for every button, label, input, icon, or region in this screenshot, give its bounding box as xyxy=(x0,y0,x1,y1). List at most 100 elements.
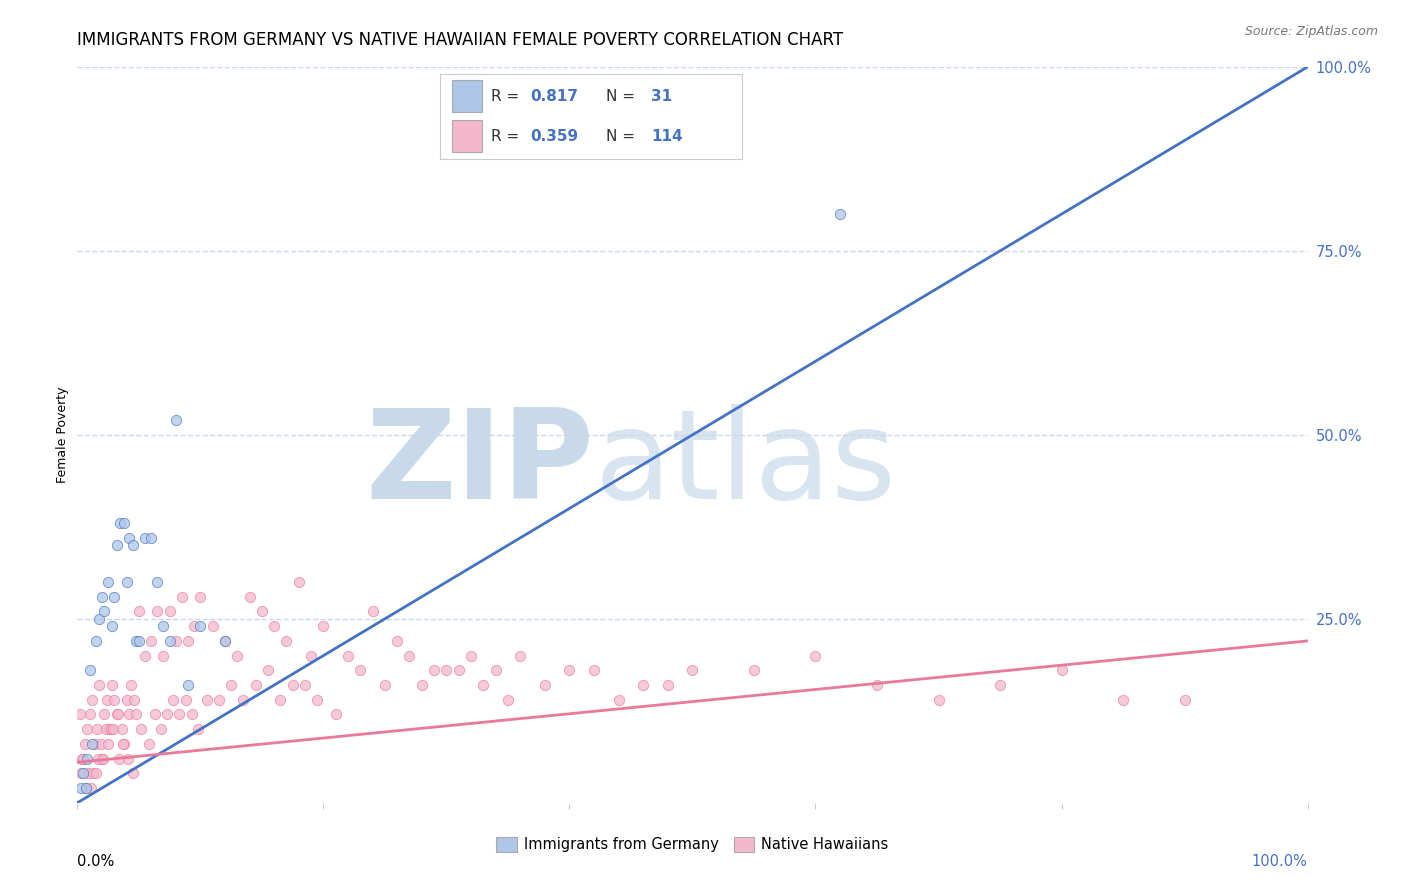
Point xyxy=(411,678,433,692)
Point xyxy=(146,575,169,590)
Point xyxy=(103,590,125,604)
Point xyxy=(174,692,197,706)
Point xyxy=(89,678,111,692)
Legend: Immigrants from Germany, Native Hawaiians: Immigrants from Germany, Native Hawaiian… xyxy=(491,831,894,858)
Point xyxy=(558,664,581,678)
Point xyxy=(534,678,557,692)
Point xyxy=(385,633,409,648)
Point xyxy=(141,531,163,545)
Point xyxy=(94,723,117,737)
Point xyxy=(447,664,470,678)
Point xyxy=(84,633,107,648)
Point xyxy=(138,737,160,751)
Point xyxy=(159,633,181,648)
Point xyxy=(79,664,101,678)
Text: Source: ZipAtlas.com: Source: ZipAtlas.com xyxy=(1244,25,1378,38)
Point xyxy=(118,531,141,545)
Point xyxy=(325,707,347,722)
Point xyxy=(219,678,242,692)
Point xyxy=(1112,692,1135,706)
Point xyxy=(70,766,93,780)
Point xyxy=(96,692,118,706)
Point xyxy=(337,648,360,663)
Point xyxy=(682,664,704,678)
Point xyxy=(101,619,124,633)
Point xyxy=(101,678,124,692)
Point xyxy=(607,692,630,706)
Point xyxy=(77,766,100,780)
Point xyxy=(141,633,163,648)
Point xyxy=(269,692,291,706)
Point xyxy=(187,723,209,737)
Point xyxy=(93,605,115,619)
Point xyxy=(72,766,94,780)
Point xyxy=(170,590,193,604)
Point xyxy=(232,692,254,706)
Point xyxy=(100,723,122,737)
Point xyxy=(146,605,169,619)
Point xyxy=(150,723,173,737)
Point xyxy=(263,619,285,633)
Point xyxy=(177,633,200,648)
Point xyxy=(70,751,93,765)
Point xyxy=(121,766,143,780)
Point xyxy=(108,751,131,765)
Point xyxy=(97,737,120,751)
Point xyxy=(866,678,889,692)
Point xyxy=(472,678,495,692)
Point xyxy=(121,678,143,692)
Point xyxy=(128,605,150,619)
Point xyxy=(122,692,145,706)
Point xyxy=(152,648,174,663)
Point xyxy=(156,707,179,722)
Point xyxy=(134,648,156,663)
Point xyxy=(93,707,115,722)
Point xyxy=(250,605,273,619)
Point xyxy=(82,692,104,706)
Point xyxy=(84,766,107,780)
Point xyxy=(165,413,187,427)
Point xyxy=(134,531,156,545)
Point xyxy=(188,619,212,633)
Point xyxy=(633,678,655,692)
Point xyxy=(82,766,104,780)
Point xyxy=(70,781,93,796)
Point xyxy=(115,692,138,706)
Point xyxy=(76,751,98,765)
Point xyxy=(208,692,231,706)
Point xyxy=(257,664,280,678)
Point xyxy=(89,612,111,626)
Point xyxy=(105,538,128,552)
Point xyxy=(299,648,322,663)
Point xyxy=(509,648,531,663)
Point xyxy=(80,781,103,796)
Point xyxy=(111,737,134,751)
Point xyxy=(361,605,384,619)
Point xyxy=(201,619,224,633)
Point xyxy=(312,619,335,633)
Point xyxy=(183,619,205,633)
Point xyxy=(226,648,249,663)
Point xyxy=(188,590,212,604)
Point xyxy=(214,633,236,648)
Point xyxy=(165,633,187,648)
Point xyxy=(69,707,91,722)
Point xyxy=(121,538,143,552)
Point xyxy=(928,692,950,706)
Point xyxy=(496,692,519,706)
Point xyxy=(830,207,852,221)
Point xyxy=(195,692,218,706)
Point xyxy=(742,664,765,678)
Point xyxy=(239,590,262,604)
Point xyxy=(169,707,191,722)
Text: ZIP: ZIP xyxy=(366,404,595,524)
Point xyxy=(180,707,202,722)
Point xyxy=(152,619,174,633)
Point xyxy=(112,737,135,751)
Point xyxy=(1174,692,1197,706)
Point xyxy=(87,751,110,765)
Text: IMMIGRANTS FROM GERMANY VS NATIVE HAWAIIAN FEMALE POVERTY CORRELATION CHART: IMMIGRANTS FROM GERMANY VS NATIVE HAWAII… xyxy=(77,31,844,49)
Point xyxy=(307,692,329,706)
Point xyxy=(98,723,121,737)
Point xyxy=(177,678,200,692)
